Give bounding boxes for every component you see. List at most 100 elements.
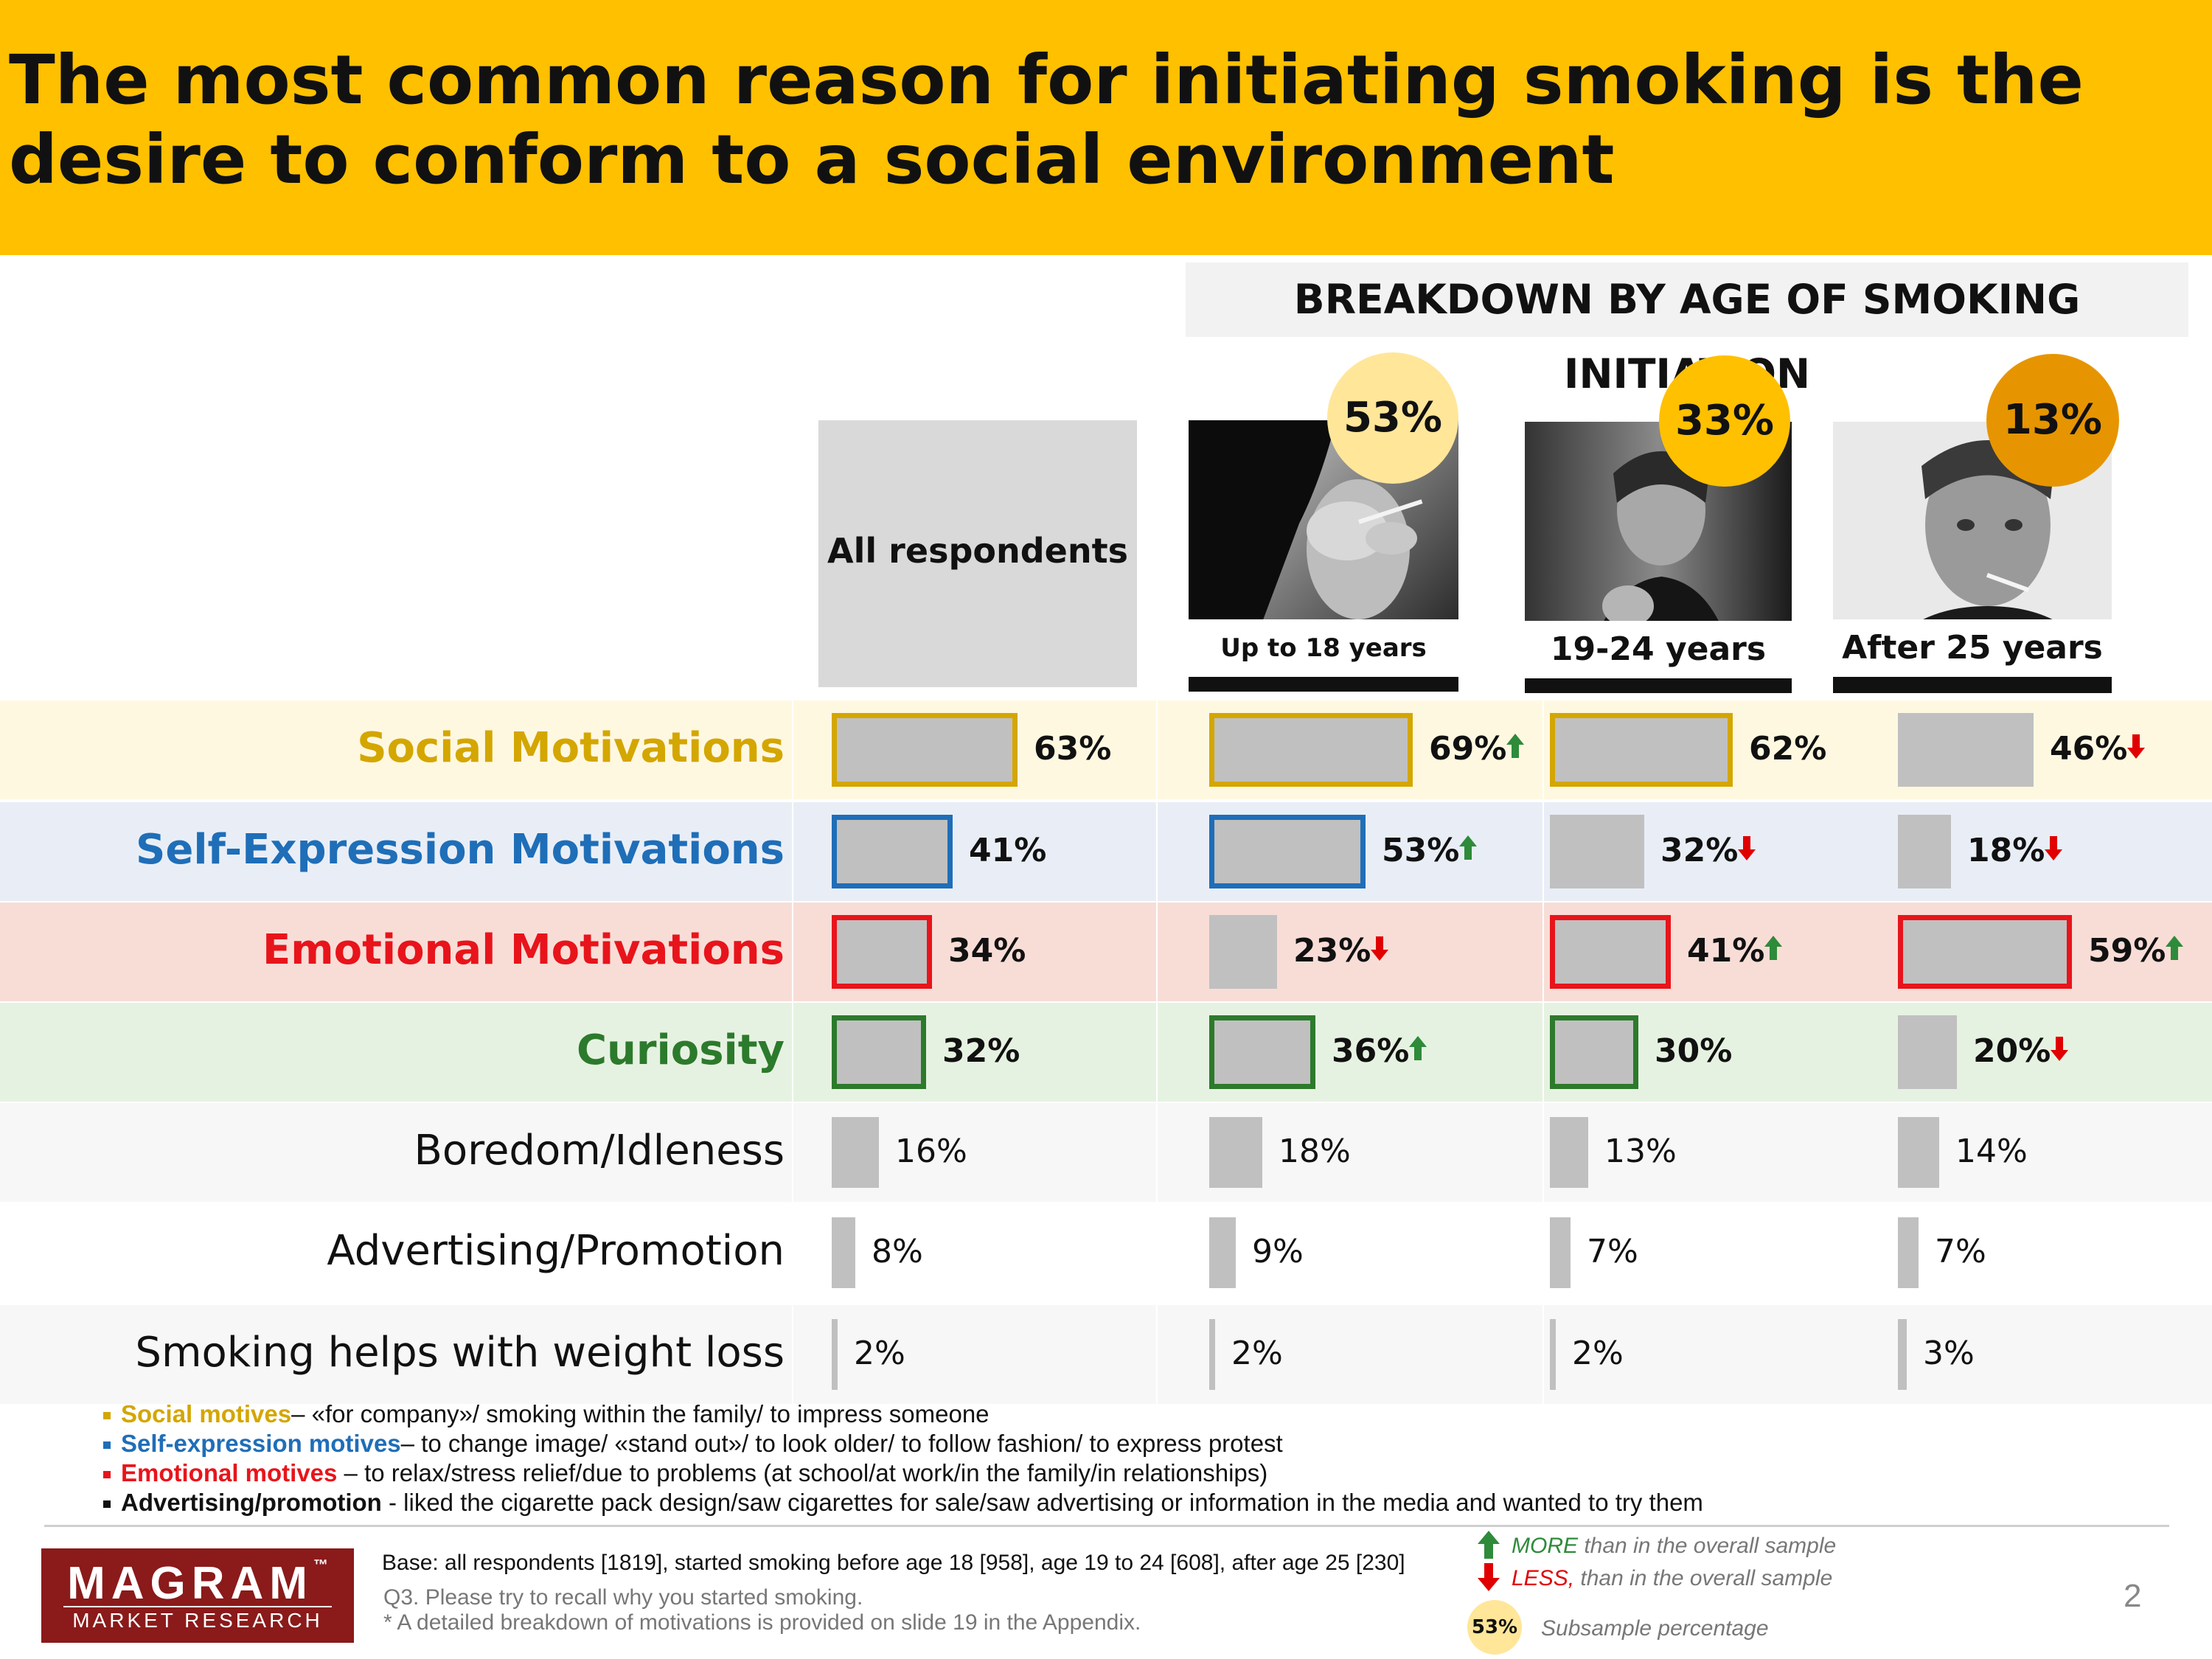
bar-social-up-to-18	[1209, 713, 1413, 787]
column-label-after-25: After 25 years	[1833, 619, 2112, 677]
bar-advertising-up-to-18	[1209, 1217, 1236, 1288]
value-label-emotional-19-24: 41%	[1687, 932, 1765, 970]
subsample-circle-up-to-18: 53%	[1327, 352, 1458, 484]
column-separator	[1543, 802, 1544, 901]
bar-boredom-all	[832, 1117, 879, 1188]
bar-self-expression-19-24	[1550, 815, 1644, 888]
value-label-advertising-19-24: 7%	[1587, 1233, 1638, 1270]
bar-curiosity-up-to-18	[1209, 1015, 1315, 1089]
subsample-circle-19-24: 33%	[1659, 355, 1790, 487]
bullet-square-icon	[103, 1471, 111, 1479]
definition-item: Social motives– «for company»/ smoking w…	[103, 1399, 1947, 1429]
value-label-weight-loss-19-24: 2%	[1572, 1335, 1624, 1372]
row-band-advertising	[0, 1203, 2212, 1302]
column-separator	[1156, 1305, 1158, 1404]
logo-wordmark: MAGRAM™	[67, 1557, 328, 1609]
bar-advertising-after-25	[1898, 1217, 1919, 1288]
definition-term: Social motives	[121, 1400, 292, 1427]
value-label-curiosity-up-to-18: 36%	[1332, 1032, 1410, 1070]
definition-text: - liked the cigarette pack design/saw ci…	[381, 1489, 1703, 1516]
column-separator	[1156, 1103, 1158, 1202]
column-separator	[1156, 802, 1158, 901]
bar-emotional-after-25	[1898, 915, 2072, 989]
column-separator	[1543, 902, 1544, 1001]
column-separator	[1156, 700, 1158, 799]
value-label-advertising-all: 8%	[872, 1233, 923, 1270]
value-label-advertising-after-25: 7%	[1935, 1233, 1986, 1270]
bar-self-expression-all	[832, 815, 953, 888]
legend-more: MORE than in the overall sample	[1512, 1534, 1837, 1558]
legend-less: LESS, than in the overall sample	[1512, 1566, 1833, 1590]
value-label-boredom-all: 16%	[895, 1133, 967, 1170]
appendix-note: * A detailed breakdown of motivations is…	[383, 1610, 1141, 1635]
column-separator	[1543, 1305, 1544, 1404]
value-label-advertising-up-to-18: 9%	[1252, 1233, 1304, 1270]
value-label-self-expression-all: 41%	[969, 832, 1047, 869]
base-note: Base: all respondents [1819], started sm…	[382, 1551, 1405, 1575]
column-separator	[792, 1103, 793, 1202]
bar-curiosity-19-24	[1550, 1015, 1638, 1089]
column-separator	[1543, 1203, 1544, 1302]
bar-curiosity-after-25	[1898, 1015, 1957, 1089]
page-number: 2	[2124, 1578, 2142, 1614]
value-label-emotional-after-25: 59%	[2088, 932, 2166, 970]
definition-item: Emotional motives – to relax/stress reli…	[103, 1458, 1947, 1488]
bar-emotional-19-24	[1550, 915, 1671, 989]
row-band-self-expression	[0, 802, 2212, 901]
photo-bottom-strip	[1525, 678, 1792, 693]
definition-term: Advertising/promotion	[121, 1489, 382, 1516]
value-label-weight-loss-up-to-18: 2%	[1231, 1335, 1283, 1372]
row-band-boredom	[0, 1103, 2212, 1202]
subsample-circle-after-25: 13%	[1986, 354, 2119, 487]
value-label-emotional-up-to-18: 23%	[1293, 932, 1371, 970]
row-label-emotional: Emotional Motivations	[262, 926, 785, 974]
bar-weight-loss-up-to-18	[1209, 1319, 1215, 1390]
bar-social-19-24	[1550, 713, 1733, 787]
column-separator	[1543, 1103, 1544, 1202]
column-separator	[1156, 902, 1158, 1001]
photo-bottom-strip	[1189, 677, 1458, 692]
column-separator	[792, 802, 793, 901]
bar-emotional-up-to-18	[1209, 915, 1277, 989]
bar-boredom-19-24	[1550, 1117, 1588, 1188]
bar-advertising-all	[832, 1217, 855, 1288]
value-label-boredom-19-24: 13%	[1604, 1133, 1677, 1170]
arrow-up-icon	[1764, 936, 1782, 960]
page-title: The most common reason for initiating sm…	[9, 41, 2084, 199]
row-label-curiosity: Curiosity	[576, 1026, 785, 1074]
footer-divider	[44, 1525, 2169, 1527]
bar-social-all	[832, 713, 1018, 787]
bullet-square-icon	[103, 1412, 111, 1420]
column-separator	[1156, 1003, 1158, 1102]
value-label-social-all: 63%	[1034, 730, 1112, 768]
definition-item: Advertising/promotion - liked the cigare…	[103, 1488, 1947, 1517]
bar-boredom-up-to-18	[1209, 1117, 1262, 1188]
arrow-down-icon	[2051, 1037, 2068, 1061]
bar-social-after-25	[1898, 713, 2034, 787]
row-label-boredom: Boredom/Idleness	[414, 1127, 785, 1175]
column-separator	[792, 1305, 793, 1404]
value-label-boredom-after-25: 14%	[1955, 1133, 2028, 1170]
value-label-self-expression-up-to-18: 53%	[1382, 832, 1460, 869]
row-label-weight-loss: Smoking helps with weight loss	[135, 1329, 785, 1377]
value-label-social-19-24: 62%	[1749, 730, 1827, 768]
legend-subsample-circle: 53%	[1467, 1600, 1522, 1655]
column-separator	[792, 1003, 793, 1102]
legend-down-arrow-icon	[1478, 1563, 1500, 1591]
column-separator	[1543, 700, 1544, 799]
arrow-down-icon	[2045, 836, 2062, 860]
value-label-emotional-all: 34%	[948, 932, 1026, 970]
row-band-emotional	[0, 902, 2212, 1001]
value-label-curiosity-19-24: 30%	[1655, 1032, 1733, 1070]
value-label-curiosity-after-25: 20%	[1973, 1032, 2051, 1070]
legend-subsample-text: Subsample percentage	[1541, 1616, 1769, 1641]
bar-boredom-after-25	[1898, 1117, 1939, 1188]
arrow-up-icon	[2166, 936, 2183, 960]
arrow-up-icon	[1459, 835, 1477, 860]
value-label-self-expression-19-24: 32%	[1660, 832, 1739, 869]
value-label-curiosity-all: 32%	[942, 1032, 1020, 1070]
definition-text: – to relax/stress relief/due to problems…	[337, 1459, 1268, 1486]
legend-up-arrow-icon	[1478, 1531, 1500, 1559]
row-band-weight-loss	[0, 1305, 2212, 1404]
bar-weight-loss-19-24	[1550, 1319, 1556, 1390]
